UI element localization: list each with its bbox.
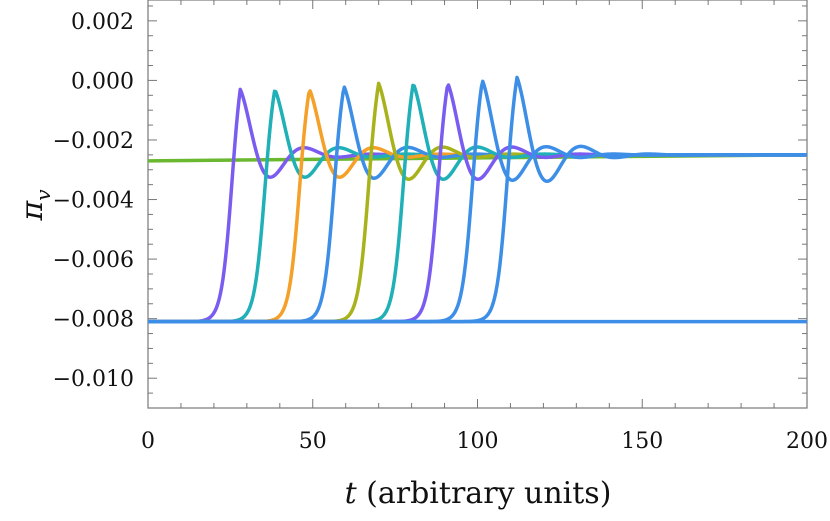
y-tick-label: −0.008: [53, 308, 134, 333]
x-tick-label: 0: [141, 429, 155, 454]
y-tick-label: −0.004: [53, 189, 134, 214]
y-axis-label: πv: [15, 189, 55, 222]
y-tick-label: 0.000: [71, 69, 134, 94]
x-axis-label: t (arbitrary units): [345, 476, 612, 511]
y-tick-label: −0.010: [53, 367, 134, 392]
y-tick-label: 0.002: [71, 10, 134, 35]
y-tick-label: −0.002: [53, 129, 134, 154]
x-tick-label: 150: [621, 429, 663, 454]
axis-ticks: [147, 0, 808, 409]
x-tick-label: 200: [786, 429, 828, 454]
x-tick-label: 50: [299, 429, 327, 454]
series-line-8: [148, 75, 807, 324]
y-tick-label: −0.006: [53, 248, 134, 273]
series-group: [148, 75, 807, 324]
tick-labels: 0 50 100 150 200 0.002 0.000 −0.002 −0.004 −0.006…: [53, 10, 828, 454]
x-tick-label: 100: [457, 429, 499, 454]
plot-frame: [147, 0, 808, 409]
